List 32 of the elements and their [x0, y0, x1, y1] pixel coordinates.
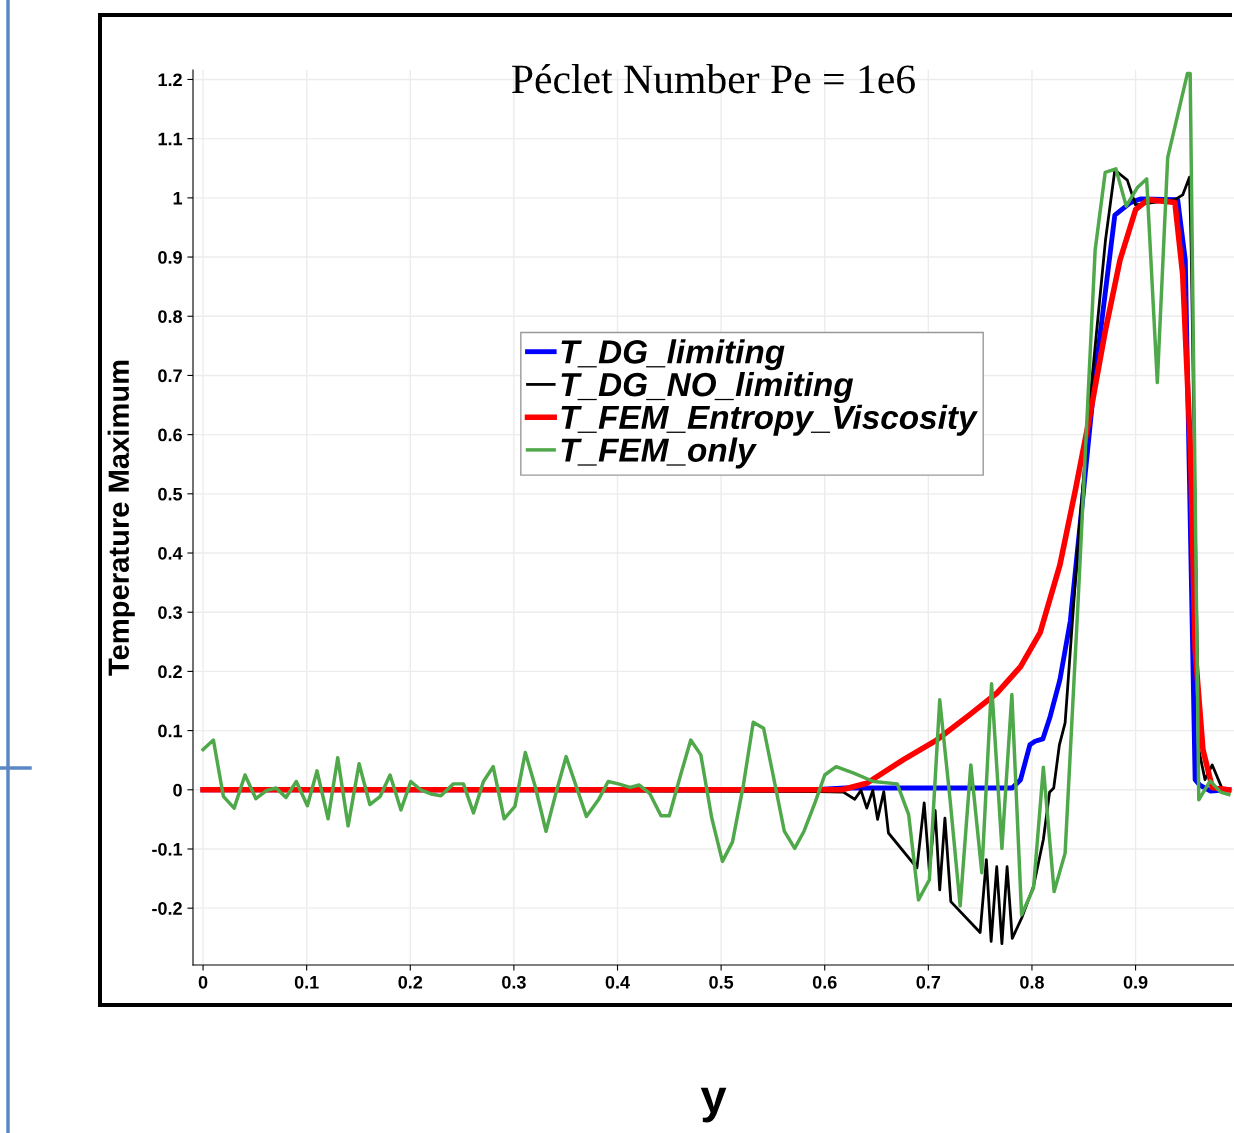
x-tick-label: 0.2 — [398, 975, 423, 989]
y-tick-label: 0.2 — [158, 665, 182, 679]
y-tick-label: 0.4 — [158, 546, 183, 560]
y-tick-label: 0.7 — [158, 369, 182, 383]
y-tick-label: 0.3 — [158, 606, 182, 619]
legend-label: T_DG_limiting — [561, 339, 785, 371]
x-axis-title: y — [700, 1087, 727, 1123]
y-tick-label: -0.1 — [152, 842, 183, 856]
x-tick-label: 0.9 — [1123, 975, 1148, 989]
y-tick-label: 0.8 — [158, 310, 183, 323]
x-tick-label: 0.7 — [916, 975, 941, 989]
legend-label: T_FEM_Entropy_Viscosity — [561, 404, 978, 436]
y-axis-title: Temperature Maximum — [107, 360, 135, 676]
x-tick-label: 0 — [198, 975, 208, 989]
y-tick-label: 1 — [173, 191, 183, 205]
chart-title: Péclet Number Pe = 1e6 — [512, 64, 915, 94]
y-tick-label: 1.1 — [158, 132, 183, 146]
x-tick-label: 0.3 — [502, 975, 526, 989]
y-tick-label: 0.6 — [158, 428, 182, 442]
x-tick-label: 0.6 — [812, 975, 837, 989]
y-tick-label: 0.5 — [158, 487, 183, 501]
y-tick-label: 0 — [173, 783, 182, 797]
x-tick-label: 0.4 — [605, 975, 630, 989]
x-tick-label: 0.5 — [709, 975, 734, 989]
legend-label: T_DG_NO_limiting — [561, 371, 854, 403]
y-tick-label: 0.9 — [158, 250, 182, 264]
x-tick-label: 0.8 — [1020, 975, 1044, 989]
legend-label: T_FEM_only — [561, 437, 757, 469]
y-tick-label: 0.1 — [158, 724, 183, 738]
y-tick-label: 1.2 — [158, 73, 182, 87]
x-tick-label: 0.1 — [294, 975, 319, 989]
y-tick-label: -0.2 — [152, 902, 182, 915]
